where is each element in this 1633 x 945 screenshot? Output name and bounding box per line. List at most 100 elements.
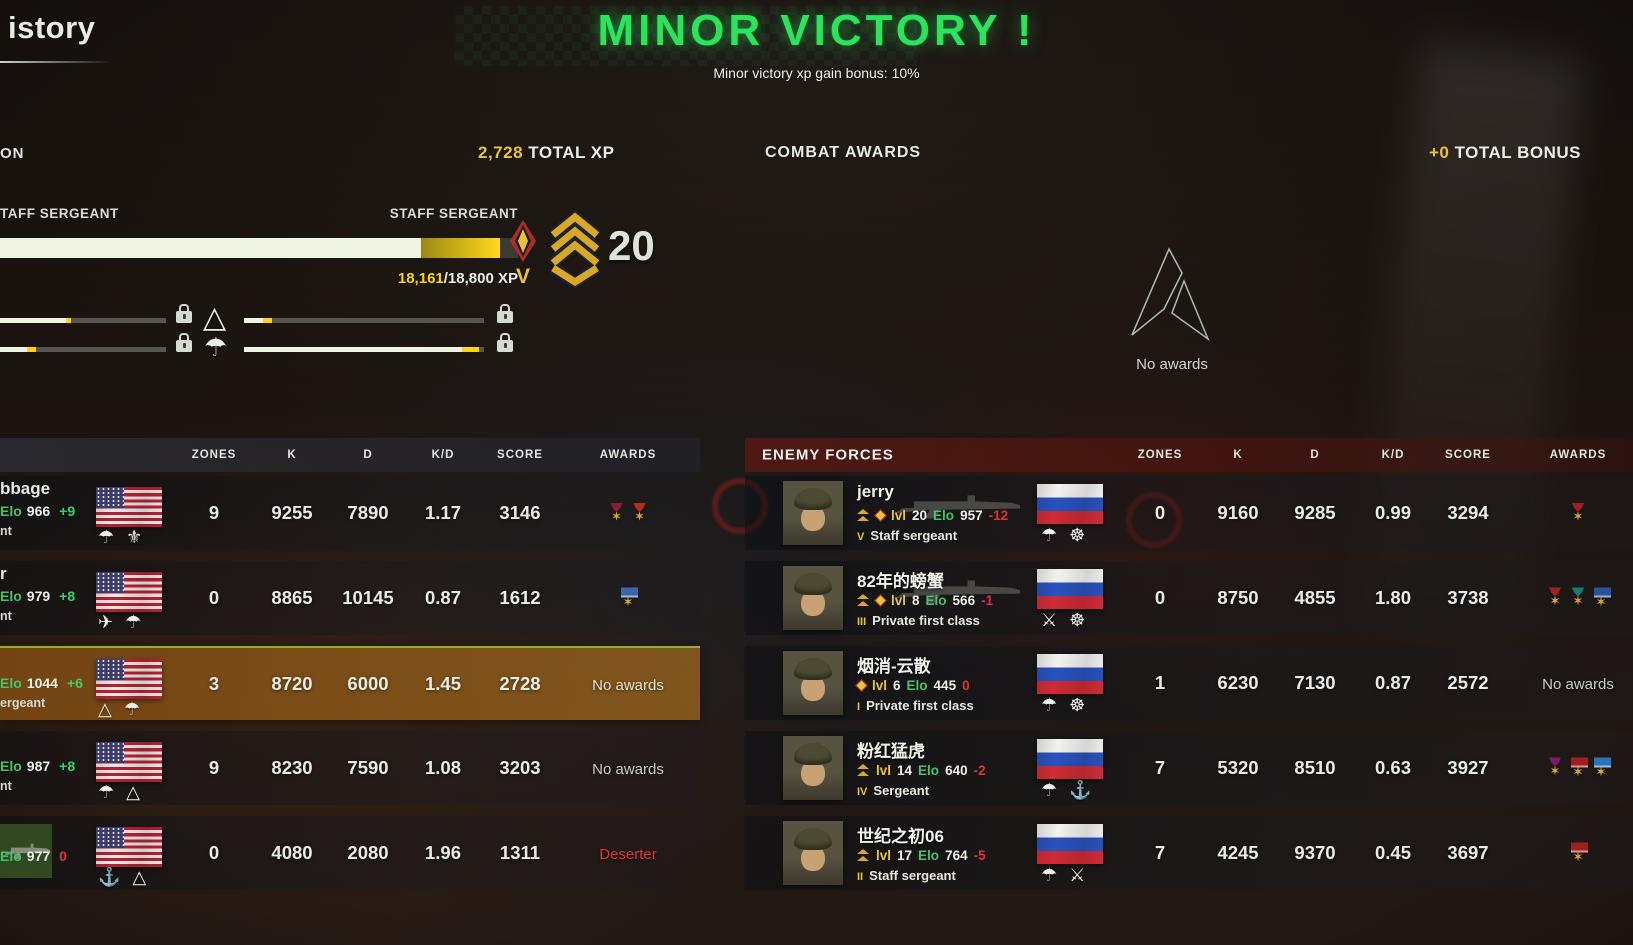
kd-value: 0.99 — [1374, 502, 1412, 523]
player-meta: lvl 20 Elo 957 -12 — [857, 508, 1008, 523]
unlock-progress-bar — [0, 318, 166, 323]
player-rank: nt — [0, 524, 12, 538]
rank-name: Private first class — [866, 698, 974, 713]
level-value: 14 — [897, 763, 913, 778]
unlock-bar-fill — [244, 318, 264, 323]
player-row[interactable]: 世纪之初06 lvl 17 Elo 764 -5 II Staff sergeant ☂ ⚔… — [745, 816, 1633, 890]
level-label: lvl — [876, 848, 892, 863]
paratrooper-badge-icon: ☂ — [204, 332, 228, 362]
player-row[interactable]: Elo 987 +8 nt ☂ △ 9 8230 7590 1.08 3203 No … — [0, 731, 700, 805]
kills-value: 4080 — [271, 842, 313, 863]
usa-flag — [96, 742, 162, 782]
player-row[interactable]: bbage Elo 966 +9 nt ☂ ⚜ 9 9255 7890 1.17 31… — [0, 476, 700, 550]
score-value: 1612 — [499, 587, 541, 608]
elo-delta: +8 — [59, 758, 76, 774]
current-rank-label: TAFF SERGEANT — [0, 206, 119, 221]
enemy-scoreboard: jerry lvl 20 Elo 957 -12 V Staff sergeant ☂ ☸ … — [745, 476, 1633, 890]
medal-group: ✶ — [1571, 842, 1588, 864]
unlock-bar-fill — [0, 347, 28, 352]
elo-label: Elo — [925, 593, 947, 608]
unlock-bar-fill — [244, 347, 463, 352]
score-value: 3294 — [1447, 502, 1489, 523]
medal-icon: ✶ — [1571, 757, 1588, 779]
prestige-numeral: II — [857, 871, 864, 883]
specialization-badge-icon: △ — [126, 782, 140, 802]
column-header-score: SCORE — [1445, 449, 1491, 461]
victory-glow — [455, 6, 917, 66]
weapon-kit-icon — [0, 824, 52, 878]
parachutist-badge-icon: ☂ — [125, 612, 142, 632]
friendly-table-header: ZONES K D K/D SCORE AWARDS — [0, 438, 700, 472]
level-label: lvl — [872, 678, 888, 693]
kd-value: 1.80 — [1374, 587, 1412, 608]
player-row[interactable]: Elo 977 0 ⚓ △ 0 4080 2080 1.96 1311 Deserte… — [0, 816, 700, 890]
level-label: lvl — [876, 763, 892, 778]
crossed-rifles-badge-icon: ⚔ — [1041, 610, 1058, 630]
column-header-kd: K/D — [1381, 449, 1405, 461]
crossed-rifles-badge-icon: ⚔ — [1069, 865, 1086, 885]
score-value: 2728 — [499, 673, 541, 694]
awards-cell: No awards — [592, 673, 664, 695]
column-header-awards: AWARDS — [599, 449, 657, 461]
player-level: 20 — [608, 222, 655, 269]
badge-group: ✈ ☂ — [98, 611, 141, 633]
rank-chevrons-icon — [857, 509, 870, 522]
player-rank: III Private first class — [857, 613, 980, 628]
elo-delta: +8 — [59, 588, 76, 604]
level-value: 6 — [893, 678, 901, 693]
zones-value: 1 — [1154, 672, 1166, 693]
player-row[interactable]: r Elo 979 +8 nt ✈ ☂ 0 8865 10145 0.87 1612 … — [0, 561, 700, 635]
player-name: 82年的螃蟹 — [857, 572, 944, 591]
russia-flag — [1037, 824, 1103, 864]
elo-label: Elo — [906, 678, 928, 693]
elo-label: Elo — [933, 508, 955, 523]
no-awards-text: No awards — [592, 761, 664, 778]
player-name: r — [0, 564, 7, 583]
no-awards-text: No awards — [592, 677, 664, 694]
parachutist-badge-icon: ☂ — [1041, 695, 1058, 715]
deaths-value: 9285 — [1294, 502, 1336, 523]
rank-chevrons-icon — [857, 594, 870, 607]
player-name: 烟消-云散 — [857, 657, 931, 676]
column-header-score: SCORE — [497, 449, 543, 461]
elo-value: 977 — [26, 848, 51, 864]
usa-flag — [96, 487, 162, 527]
total-xp-value: 2,728 — [478, 143, 524, 162]
column-header-zones: ZONES — [1137, 449, 1183, 461]
deaths-value: 6000 — [347, 673, 389, 694]
player-rank: ergeant — [0, 696, 46, 710]
player-row[interactable]: jerry lvl 20 Elo 957 -12 V Staff sergeant ☂ ☸ … — [745, 476, 1633, 550]
parachutist-badge-icon: ☂ — [123, 699, 140, 719]
rank-name: Private first class — [872, 613, 980, 628]
deaths-value: 10145 — [342, 587, 394, 608]
aviation-badge-icon: ✈ — [98, 612, 114, 632]
player-row[interactable]: 烟消-云散 lvl 6 Elo 445 0 I Private first class ☂… — [745, 646, 1633, 720]
badge-group: ☂ ☸ — [1041, 694, 1085, 716]
victory-title: MINOR VICTORY ! — [597, 6, 1036, 55]
kd-value: 0.87 — [424, 587, 462, 608]
enemy-table-header: ENEMY FORCES ZONES K D K/D SCORE AWARDS — [745, 438, 1633, 472]
usa-flag — [96, 659, 162, 699]
lock-icon — [497, 333, 513, 352]
elo-label: Elo — [0, 588, 22, 604]
medal-group: ✶ ✶ — [610, 503, 647, 523]
elo-delta: +9 — [59, 503, 76, 519]
awards-cell: ✶ — [621, 587, 638, 609]
kd-value: 1.17 — [424, 502, 462, 523]
player-rank: II Staff sergeant — [857, 868, 956, 883]
score-value: 2572 — [1447, 672, 1489, 693]
zones-value: 0 — [208, 587, 220, 608]
player-avatar — [783, 821, 843, 885]
player-row[interactable]: 粉红猛虎 lvl 14 Elo 640 -2 IV Sergeant ☂ ⚓ 7 5320 … — [745, 731, 1633, 805]
player-row[interactable]: 82年的螃蟹 lvl 8 Elo 566 -1 III Private first cla… — [745, 561, 1633, 635]
badge-group: ⚓ △ — [98, 866, 146, 888]
player-row-self-highlighted[interactable]: Elo 1044 +6 ergeant △ ☂ 3 8720 6000 1.45 27… — [0, 646, 700, 720]
medal-group: ✶ ✶ ✶ — [1548, 587, 1611, 609]
history-underline — [0, 61, 112, 63]
xp-bar-gain — [421, 238, 501, 258]
xp-bar-base — [0, 238, 422, 258]
prestige-badge: V — [506, 220, 540, 289]
deaths-value: 4855 — [1294, 587, 1336, 608]
deserter-text: Deserter — [599, 846, 657, 863]
